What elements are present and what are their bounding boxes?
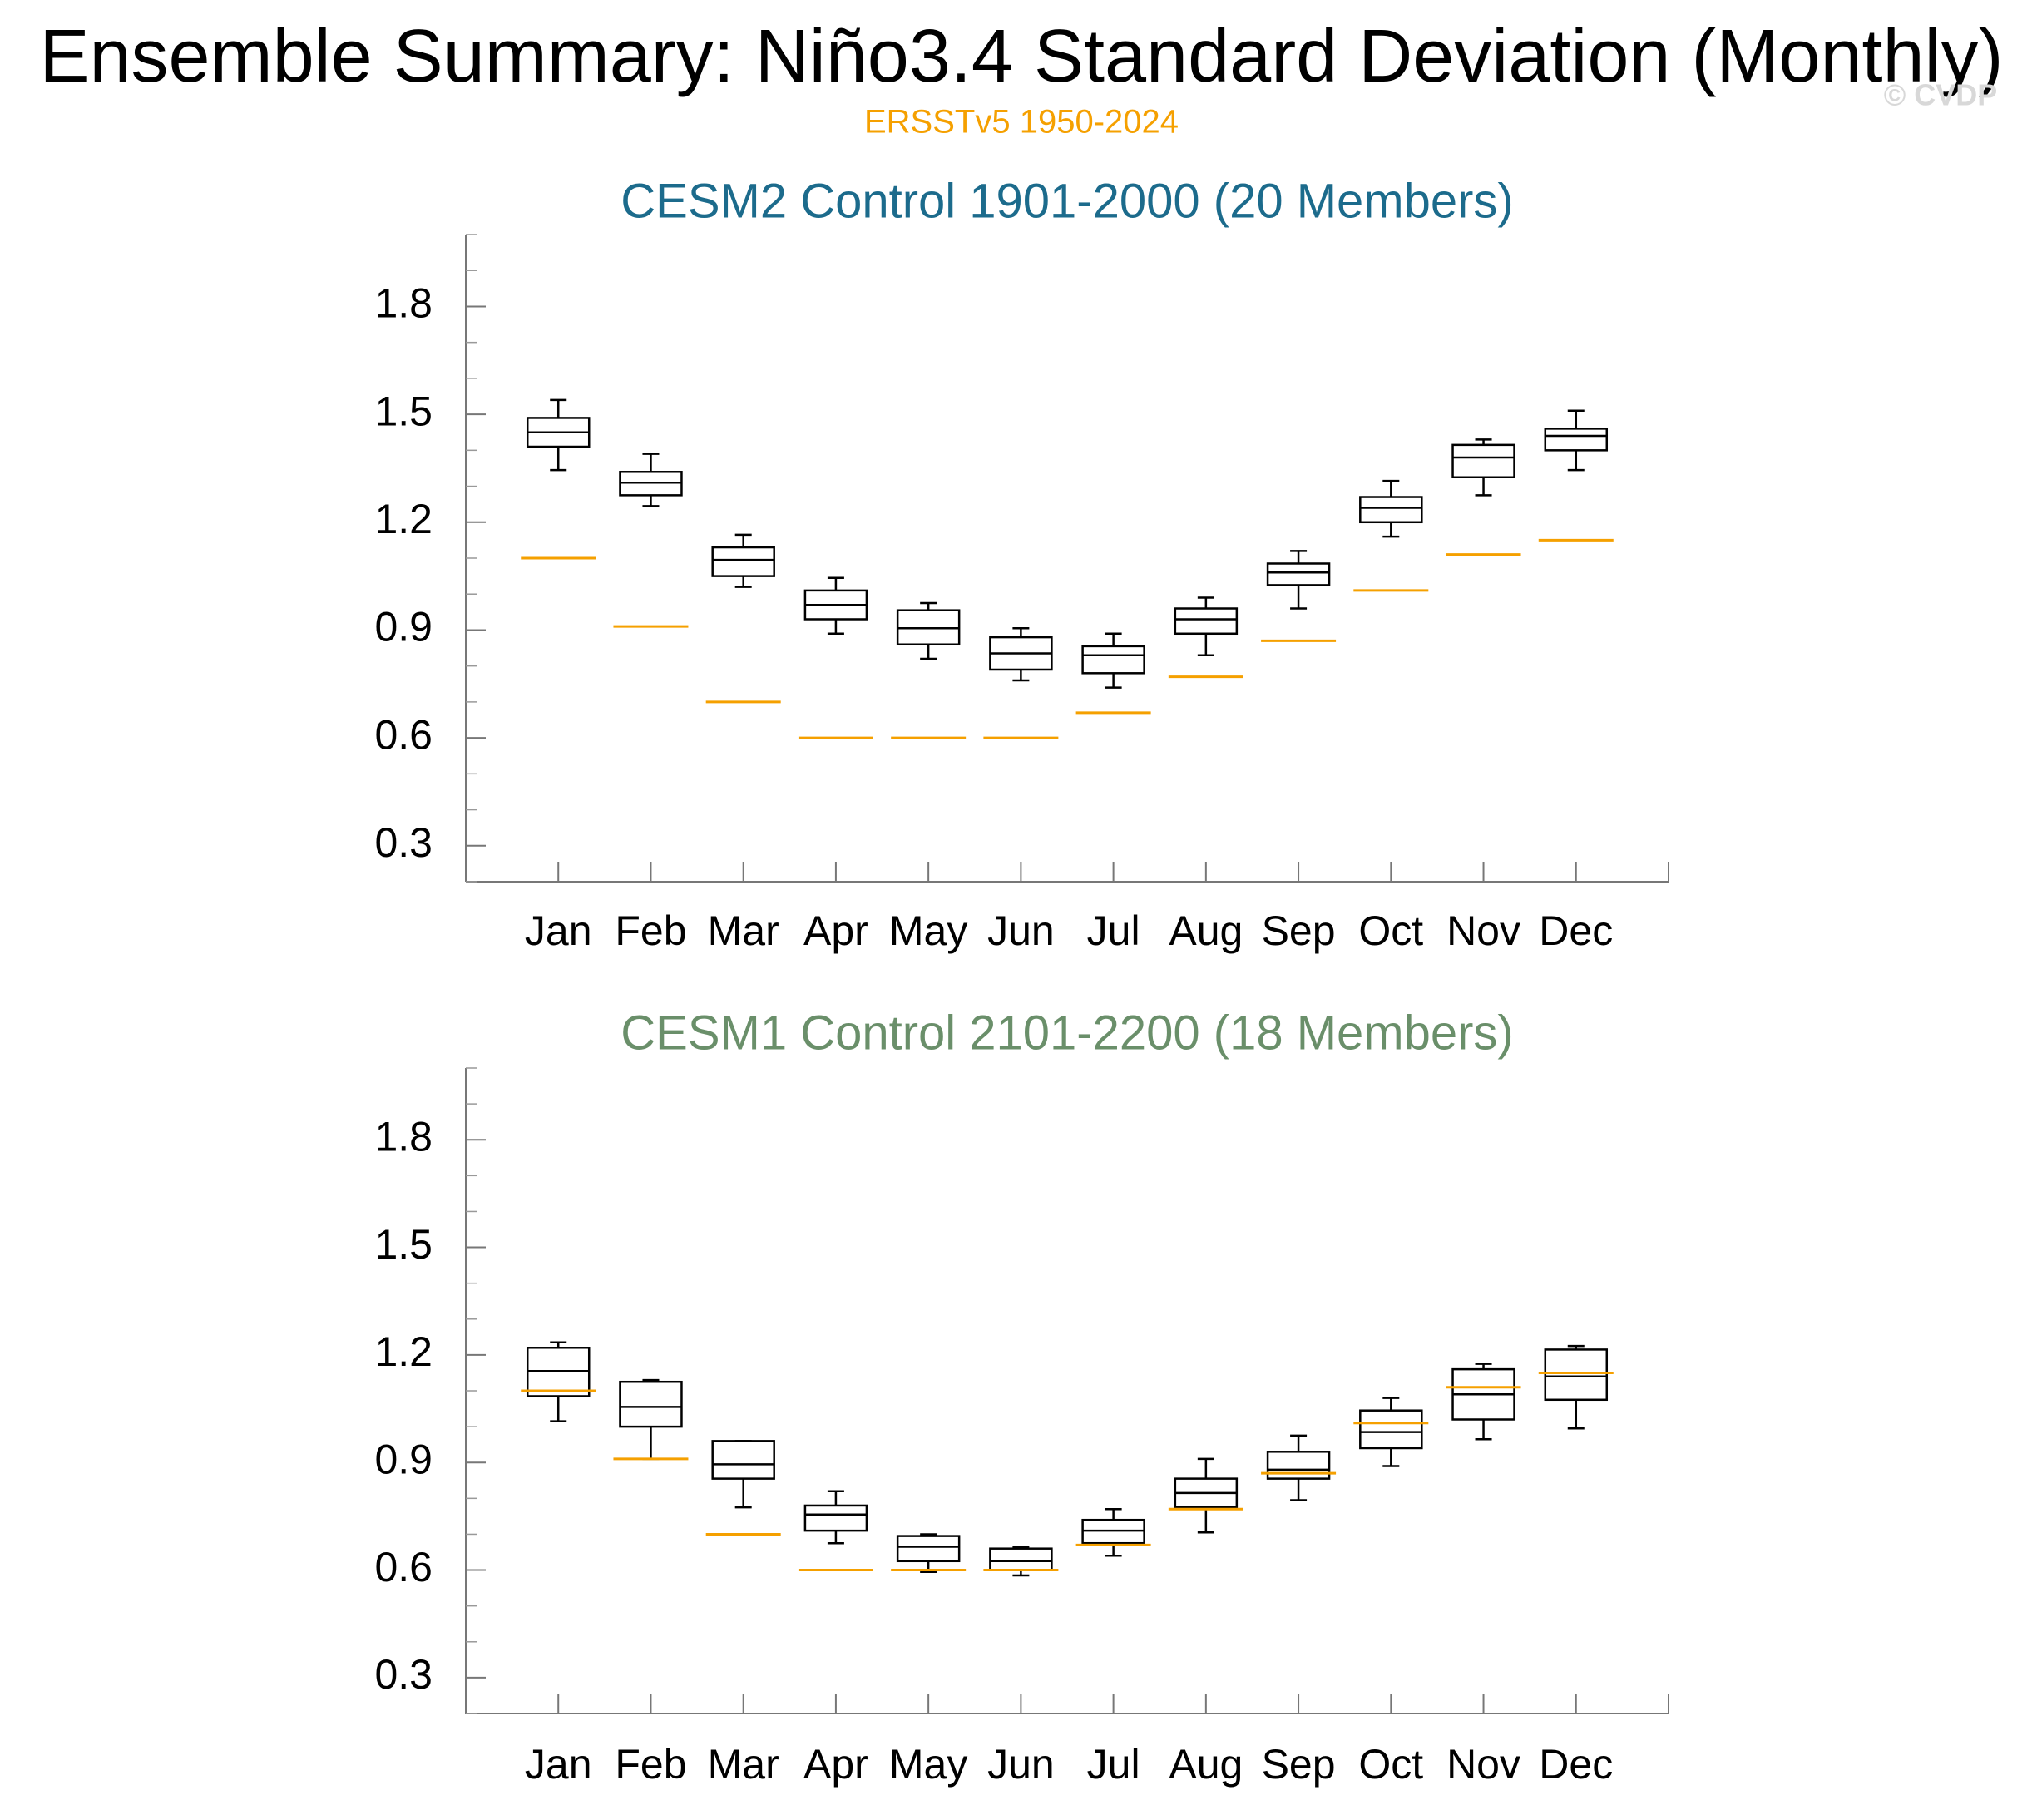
y-tick-label: 0.3 (374, 819, 433, 866)
x-tick-label: Oct (1358, 908, 1423, 954)
x-tick-label: Aug (1169, 1741, 1243, 1788)
x-tick-label: Jun (987, 908, 1055, 954)
box (1266, 562, 1331, 586)
y-tick-label: 0.6 (374, 1544, 433, 1590)
box (711, 1440, 775, 1480)
x-tick-label: Apr (803, 908, 868, 954)
x-tick-label: Oct (1358, 1741, 1423, 1788)
page-title: Ensemble Summary: Niño3.4 Standard Devia… (39, 15, 2003, 98)
x-tick-label: Sep (1262, 1741, 1336, 1788)
box (711, 546, 775, 577)
x-tick-label: Feb (615, 908, 686, 954)
x-tick-label: Mar (708, 908, 779, 954)
y-tick-label: 1.2 (374, 1328, 433, 1375)
box (1359, 496, 1423, 524)
y-tick-label: 0.9 (374, 1436, 433, 1482)
box (1451, 443, 1515, 478)
reference-label: ERSSTv5 1950-2024 (864, 104, 1179, 141)
x-tick-label: Jul (1087, 908, 1140, 954)
box (619, 1380, 683, 1428)
x-tick-label: Apr (803, 1741, 868, 1788)
box (1266, 1451, 1331, 1480)
y-tick-label: 0.9 (374, 604, 433, 650)
box (896, 1535, 961, 1563)
box (1359, 1409, 1423, 1450)
x-tick-label: Dec (1539, 1741, 1613, 1788)
box (1544, 1348, 1609, 1402)
x-tick-label: Nov (1446, 908, 1520, 954)
y-tick-label: 1.5 (374, 388, 433, 434)
x-tick-label: Mar (708, 1741, 779, 1788)
x-tick-label: Sep (1262, 908, 1336, 954)
x-tick-label: Aug (1169, 908, 1243, 954)
box (1174, 607, 1239, 636)
box (1544, 428, 1609, 452)
x-tick-label: Feb (615, 1741, 686, 1788)
x-tick-label: May (889, 908, 967, 954)
x-tick-label: Jan (525, 908, 592, 954)
x-tick-label: Jul (1087, 1741, 1140, 1788)
y-tick-label: 0.6 (374, 711, 433, 758)
x-tick-label: Nov (1446, 1741, 1520, 1788)
chart-title: CESM1 Control 2101-2200 (18 Members) (621, 1006, 1513, 1060)
x-tick-label: May (889, 1741, 967, 1788)
y-tick-label: 1.5 (374, 1221, 433, 1268)
x-tick-label: Jan (525, 1741, 592, 1788)
box (803, 1504, 868, 1532)
box (1081, 645, 1145, 675)
y-tick-label: 1.2 (374, 496, 433, 542)
y-tick-label: 0.3 (374, 1651, 433, 1698)
watermark: © CVDP (1884, 78, 1998, 112)
y-tick-label: 1.8 (374, 1113, 433, 1160)
chart-title: CESM2 Control 1901-2000 (20 Members) (621, 174, 1513, 228)
x-tick-label: Jun (987, 1741, 1055, 1788)
y-tick-label: 1.8 (374, 280, 433, 327)
box (989, 1547, 1053, 1571)
x-tick-label: Dec (1539, 908, 1613, 954)
